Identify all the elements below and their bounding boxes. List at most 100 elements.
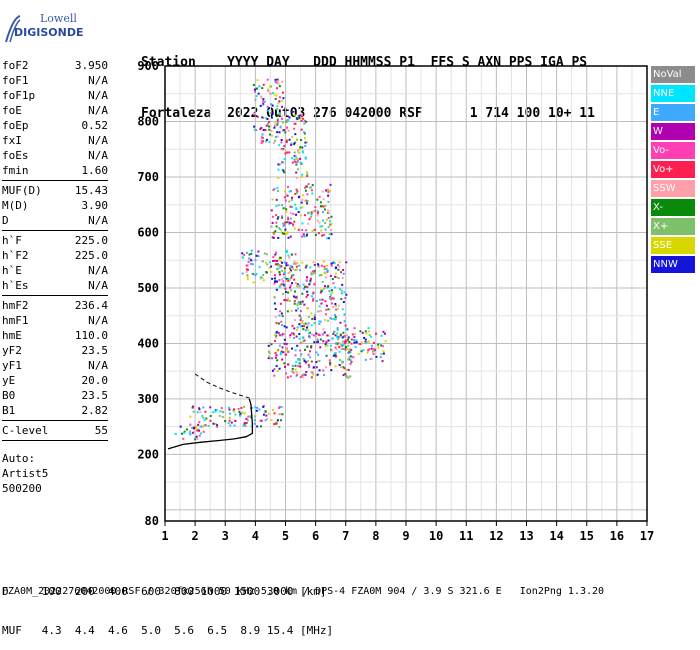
echo-point bbox=[351, 355, 354, 358]
param-key: B1 bbox=[2, 404, 16, 417]
echo-point bbox=[297, 365, 300, 368]
echo-point bbox=[345, 368, 348, 371]
antenna-icon bbox=[5, 15, 21, 43]
echo-point bbox=[337, 336, 340, 339]
echo-point bbox=[318, 360, 321, 363]
echo-point bbox=[325, 218, 328, 221]
param-key: B0 bbox=[2, 389, 16, 402]
echo-point bbox=[350, 338, 353, 341]
echo-point bbox=[303, 235, 306, 238]
echo-point bbox=[332, 332, 335, 335]
echo-point bbox=[305, 279, 308, 282]
echo-point bbox=[317, 359, 320, 362]
echo-point bbox=[321, 280, 324, 283]
echo-point bbox=[341, 360, 344, 363]
echo-point bbox=[299, 302, 302, 305]
echo-point bbox=[270, 209, 273, 212]
echo-point bbox=[254, 415, 257, 418]
echo-point bbox=[323, 331, 326, 334]
echo-point bbox=[291, 196, 294, 199]
echo-point bbox=[279, 126, 282, 129]
echo-point bbox=[338, 304, 341, 307]
echo-point bbox=[275, 267, 278, 270]
echo-point bbox=[222, 411, 225, 414]
echo-point bbox=[282, 351, 285, 354]
echo-point bbox=[328, 290, 331, 293]
echo-point bbox=[294, 133, 297, 136]
echo-point bbox=[259, 104, 262, 107]
echo-point bbox=[278, 344, 281, 347]
param-row: hmE 110.0 bbox=[2, 328, 108, 343]
echo-point bbox=[262, 128, 265, 131]
echo-point bbox=[324, 204, 327, 207]
echo-point bbox=[241, 252, 244, 255]
param-row: hmF2 236.4 bbox=[2, 298, 108, 313]
echo-point bbox=[241, 411, 244, 414]
echo-point bbox=[329, 361, 332, 364]
echo-point bbox=[254, 90, 257, 93]
echo-point bbox=[294, 269, 297, 272]
echo-point bbox=[349, 359, 352, 362]
echo-point bbox=[194, 438, 197, 441]
echo-point bbox=[275, 422, 278, 425]
echo-point bbox=[364, 330, 367, 333]
echo-point bbox=[287, 264, 290, 267]
echo-point bbox=[195, 425, 198, 428]
echo-point bbox=[312, 261, 315, 264]
echo-point bbox=[264, 140, 267, 143]
echo-point bbox=[297, 157, 300, 160]
echo-point bbox=[280, 204, 283, 207]
param-row: C-level 55 bbox=[2, 423, 108, 438]
echo-point bbox=[255, 272, 258, 275]
echo-point bbox=[284, 221, 287, 224]
echo-point bbox=[246, 264, 249, 267]
echo-point bbox=[306, 200, 309, 203]
echo-point bbox=[297, 211, 300, 214]
echo-point bbox=[280, 141, 283, 144]
echo-point bbox=[181, 432, 184, 435]
echo-point bbox=[339, 333, 342, 336]
echo-point bbox=[174, 432, 177, 435]
echo-point bbox=[331, 291, 334, 294]
echo-point bbox=[203, 424, 206, 427]
echo-point bbox=[337, 277, 340, 280]
y-tick-label: 80 bbox=[145, 514, 159, 528]
echo-point bbox=[247, 415, 250, 418]
echo-point bbox=[285, 127, 288, 130]
echo-point bbox=[271, 134, 274, 137]
echo-point bbox=[253, 114, 256, 117]
echo-point bbox=[294, 368, 297, 371]
x-tick-label: 12 bbox=[489, 529, 503, 543]
echo-point bbox=[306, 290, 309, 293]
param-key: hmF1 bbox=[2, 314, 29, 327]
echo-point bbox=[262, 279, 265, 282]
echo-point bbox=[312, 334, 315, 337]
echo-point bbox=[276, 259, 279, 262]
echo-point bbox=[323, 374, 326, 377]
echo-point bbox=[311, 184, 314, 187]
echo-point bbox=[299, 161, 302, 164]
param-row: foF1p N/A bbox=[2, 88, 108, 103]
echo-point bbox=[275, 221, 278, 224]
param-value: 2.82 bbox=[81, 404, 109, 417]
echo-point bbox=[365, 342, 368, 345]
echo-point bbox=[334, 286, 337, 289]
echo-point bbox=[377, 346, 380, 349]
echo-point bbox=[301, 374, 304, 377]
echo-points bbox=[174, 78, 387, 441]
echo-point bbox=[275, 322, 278, 325]
echo-point bbox=[300, 353, 303, 356]
echo-point bbox=[216, 425, 219, 428]
echo-point bbox=[334, 302, 337, 305]
echo-point bbox=[301, 320, 304, 323]
echo-point bbox=[321, 333, 324, 336]
echo-point bbox=[340, 271, 343, 274]
echo-point bbox=[303, 132, 306, 135]
echo-point bbox=[308, 186, 311, 189]
echo-point bbox=[313, 263, 316, 266]
echo-point bbox=[308, 365, 311, 368]
x-tick-label: 7 bbox=[342, 529, 349, 543]
param-key: hmE bbox=[2, 329, 22, 342]
param-value: N/A bbox=[88, 89, 108, 102]
echo-point bbox=[331, 337, 334, 340]
